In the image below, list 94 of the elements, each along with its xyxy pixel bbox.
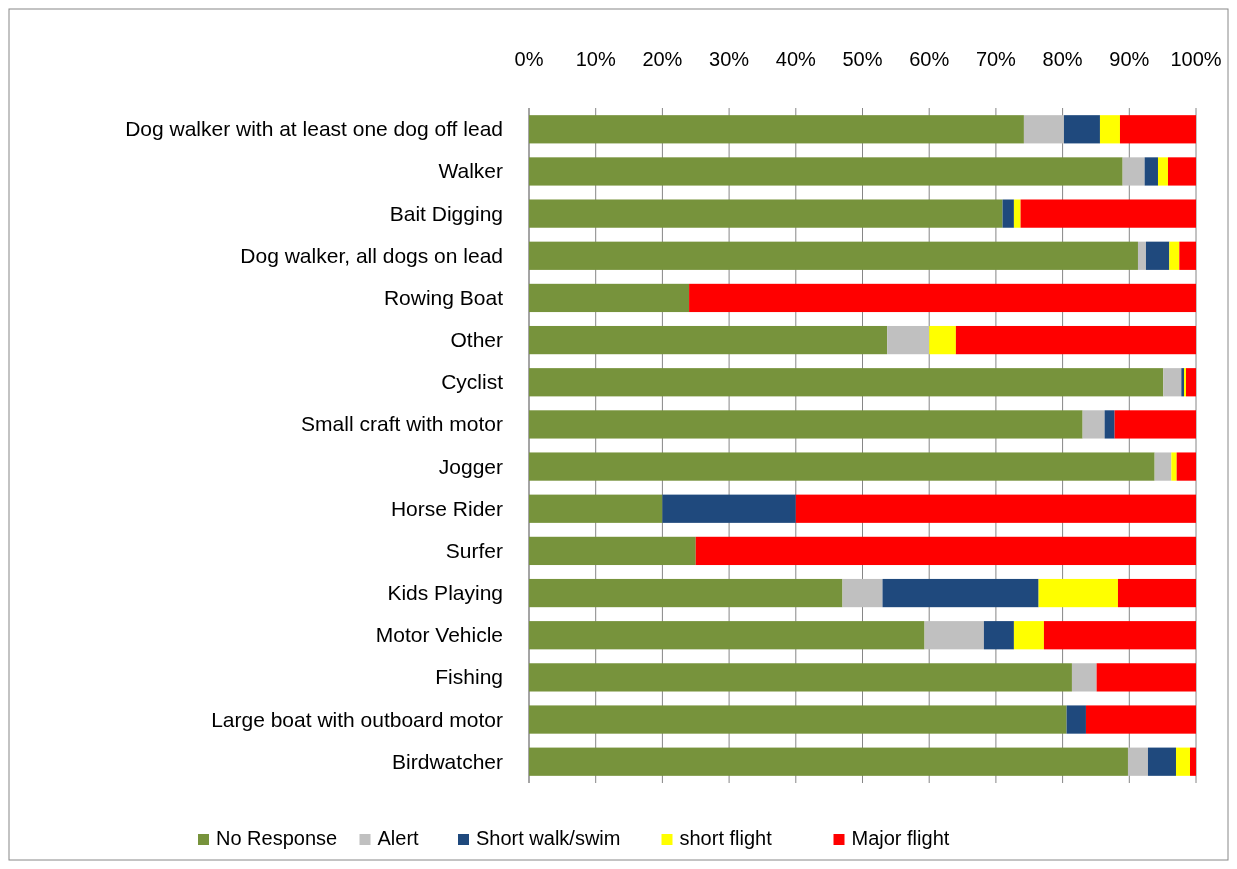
bar (1154, 452, 1172, 481)
bar (529, 115, 1024, 144)
bar (529, 368, 1164, 397)
bar (1038, 578, 1118, 608)
bar (1063, 115, 1100, 144)
y-tick-label: Horse Rider (390, 496, 503, 520)
y-tick-label: Other (450, 328, 503, 352)
x-tick-label: 30% (709, 48, 750, 70)
legend-label: Alert (377, 827, 420, 849)
bar (529, 283, 690, 313)
bar (1119, 115, 1196, 144)
x-tick-label: 0% (514, 48, 544, 70)
y-tick-label: Walker (438, 159, 503, 183)
bar (529, 325, 888, 355)
bar (1023, 115, 1064, 144)
x-tick-label: 40% (775, 48, 817, 70)
bar (1071, 663, 1097, 692)
bar (929, 325, 956, 355)
bar (662, 494, 796, 523)
y-tick-label: Cyclist (441, 370, 504, 394)
x-tick-label: 50% (842, 48, 883, 70)
y-tick-label: Rowing Boat (383, 285, 504, 309)
bar (529, 199, 1003, 228)
bar (1179, 241, 1196, 270)
y-tick-label: Small craft with motor (301, 412, 503, 436)
y-tick-label: Large boat with outboard motor (211, 707, 503, 731)
bar (529, 452, 1155, 481)
y-tick-label: Surfer (445, 538, 504, 562)
bar (1117, 578, 1196, 608)
y-tick-label: Dog walker, all dogs on lead (240, 243, 503, 267)
legend-label: short flight (679, 827, 773, 849)
bar (1157, 157, 1168, 186)
bar (529, 494, 663, 523)
x-tick-label: 90% (1109, 48, 1150, 70)
bar (1144, 157, 1158, 186)
bar (689, 283, 1196, 313)
bar (1169, 241, 1180, 270)
bar (529, 578, 843, 608)
bar (1127, 747, 1148, 776)
bar (529, 663, 1072, 692)
bar (529, 241, 1138, 270)
bar (1185, 368, 1196, 397)
bar (695, 536, 1196, 566)
bar (887, 325, 930, 355)
y-tick-label: Kids Playing (387, 581, 503, 605)
y-tick-label: Jogger (438, 454, 503, 478)
bar (1175, 747, 1190, 776)
bar (795, 494, 1196, 523)
bar (1145, 241, 1170, 270)
bar (983, 621, 1014, 650)
bar (1137, 241, 1146, 270)
y-tick-label: Bait Digging (389, 201, 503, 225)
y-tick-label: Birdwatcher (392, 749, 503, 773)
bar (1167, 157, 1196, 186)
x-tick-label: 80% (1042, 48, 1083, 70)
bar (1176, 452, 1196, 481)
bar (1122, 157, 1145, 186)
bar (1104, 410, 1115, 439)
bar (1099, 115, 1120, 144)
bar (842, 578, 883, 608)
legend-label: Short walk/swim (476, 827, 621, 849)
bar (955, 325, 1196, 355)
bar (529, 410, 1083, 439)
bar (1002, 199, 1014, 228)
bar (1066, 705, 1086, 734)
bar (924, 621, 984, 650)
x-tick-label: 60% (909, 48, 950, 70)
bar (1163, 368, 1182, 397)
y-tick-label: Fishing (435, 665, 503, 689)
bar (529, 157, 1123, 186)
bar (1082, 410, 1105, 439)
x-tick-label: 100% (1170, 48, 1222, 70)
legend-label: Major flight (851, 827, 950, 849)
bar (529, 747, 1128, 776)
bar (1013, 199, 1021, 228)
bar (1013, 621, 1044, 650)
bar (1190, 747, 1196, 776)
bar (1114, 410, 1196, 439)
bar (529, 705, 1067, 734)
legend-label: No Response (216, 827, 338, 849)
x-tick-label: 70% (975, 48, 1017, 70)
bar (1147, 747, 1176, 776)
bar (529, 621, 925, 650)
bar (1043, 621, 1196, 650)
y-tick-label: Motor Vehicle (375, 623, 503, 647)
y-tick-label: Dog walker with at least one dog off lead (125, 117, 503, 141)
bar (882, 578, 1039, 608)
bar (1020, 199, 1196, 228)
x-tick-label: 10% (575, 48, 616, 70)
bar (1085, 705, 1196, 734)
bar (1171, 452, 1177, 481)
x-tick-label: 20% (642, 48, 683, 70)
bar (529, 536, 696, 566)
bar (1096, 663, 1196, 692)
